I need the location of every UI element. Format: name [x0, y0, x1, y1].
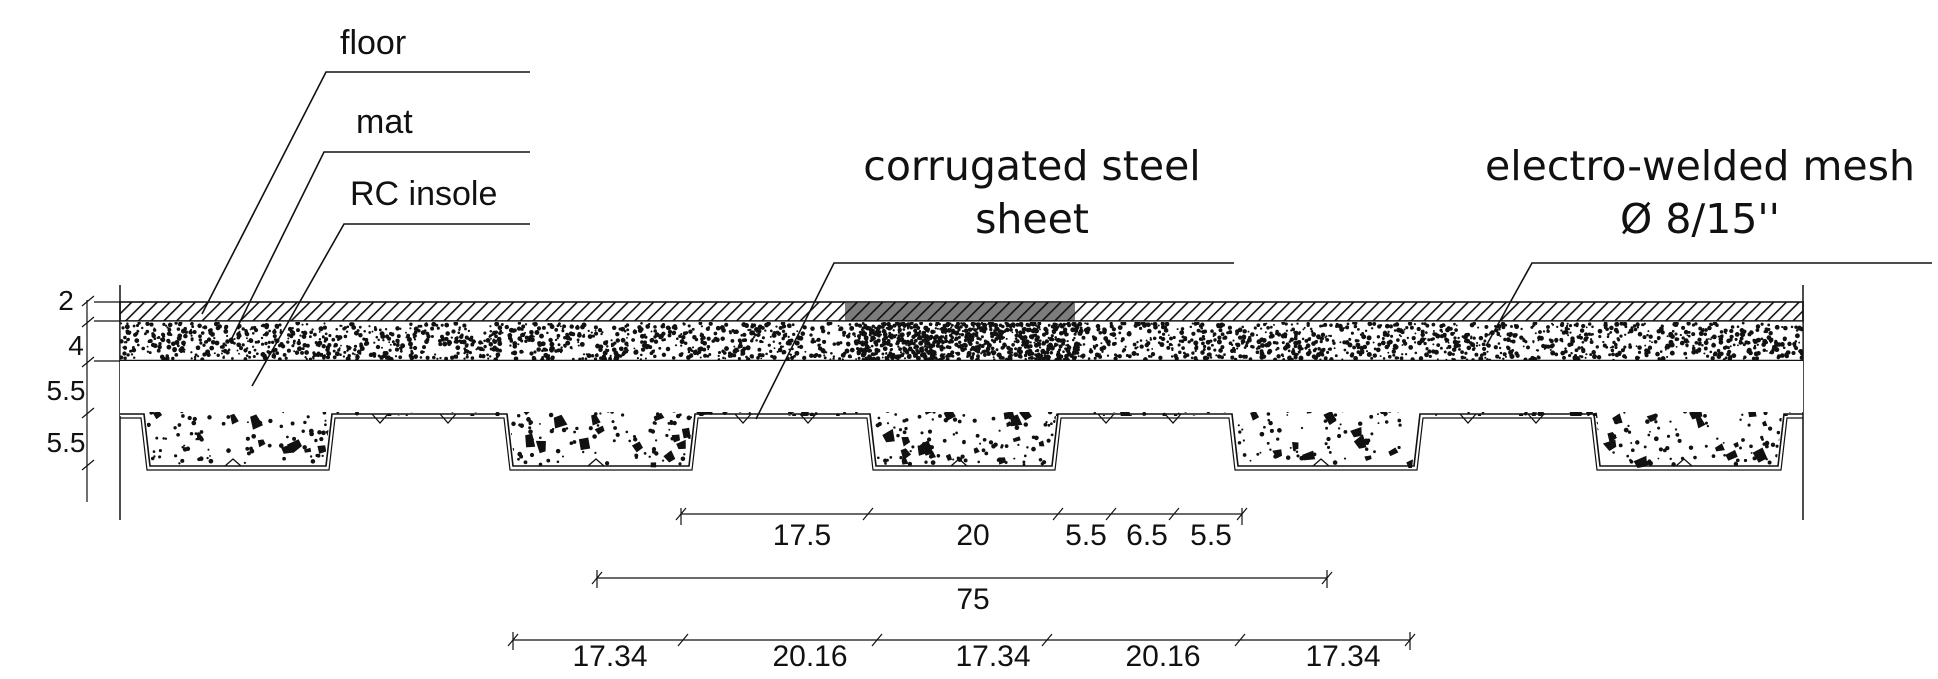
- label-mesh-line1: electro-welded mesh: [1485, 142, 1915, 190]
- dim-20: 20: [956, 519, 989, 552]
- floor-dark-patch: [845, 303, 1075, 321]
- thickness-rib: 5.5: [47, 427, 86, 458]
- label-mat: mat: [356, 103, 413, 141]
- dim-20-16-a: 20.16: [772, 640, 847, 673]
- dim-17-5: 17.5: [773, 519, 831, 552]
- dim-6-5: 6.5: [1126, 519, 1168, 552]
- label-rc-insole: RC insole: [350, 175, 497, 213]
- label-sheet-line2: sheet: [975, 195, 1089, 243]
- dim-17-34-a: 17.34: [572, 640, 647, 673]
- dim-75: 75: [956, 583, 989, 616]
- mesh-leader: [1485, 262, 1932, 347]
- rc-insole-leader: [251, 223, 530, 387]
- dim-5-5-a: 5.5: [1065, 519, 1107, 552]
- corrugated-steel-sheet-inner: [120, 417, 1803, 471]
- label-floor: floor: [340, 24, 406, 62]
- corrugated-steel-sheet: [120, 413, 1803, 467]
- dim-5-5-b: 5.5: [1190, 519, 1232, 552]
- thickness-dimension-line: [81, 295, 120, 502]
- dim-row-2-line: [591, 570, 1333, 588]
- label-mesh-line2: Ø 8/15'': [1620, 195, 1780, 243]
- mat-speckle: [120, 322, 1803, 362]
- mat-leader: [231, 151, 530, 339]
- sheet-leader: [755, 262, 1234, 420]
- dim-17-34-b: 17.34: [955, 640, 1030, 673]
- dim-20-16-b: 20.16: [1125, 640, 1200, 673]
- floor-leader: [201, 71, 530, 315]
- label-sheet-line1: corrugated steel: [863, 142, 1200, 190]
- sheet-embossments: [224, 413, 1693, 467]
- dim-row-1-line: [675, 507, 1248, 525]
- thickness-insole: 5.5: [47, 375, 86, 406]
- dim-row-3-line: [507, 632, 1416, 650]
- thickness-floor: 2: [58, 285, 74, 316]
- dim-17-34-c: 17.34: [1305, 640, 1380, 673]
- thickness-mat: 4: [68, 330, 84, 361]
